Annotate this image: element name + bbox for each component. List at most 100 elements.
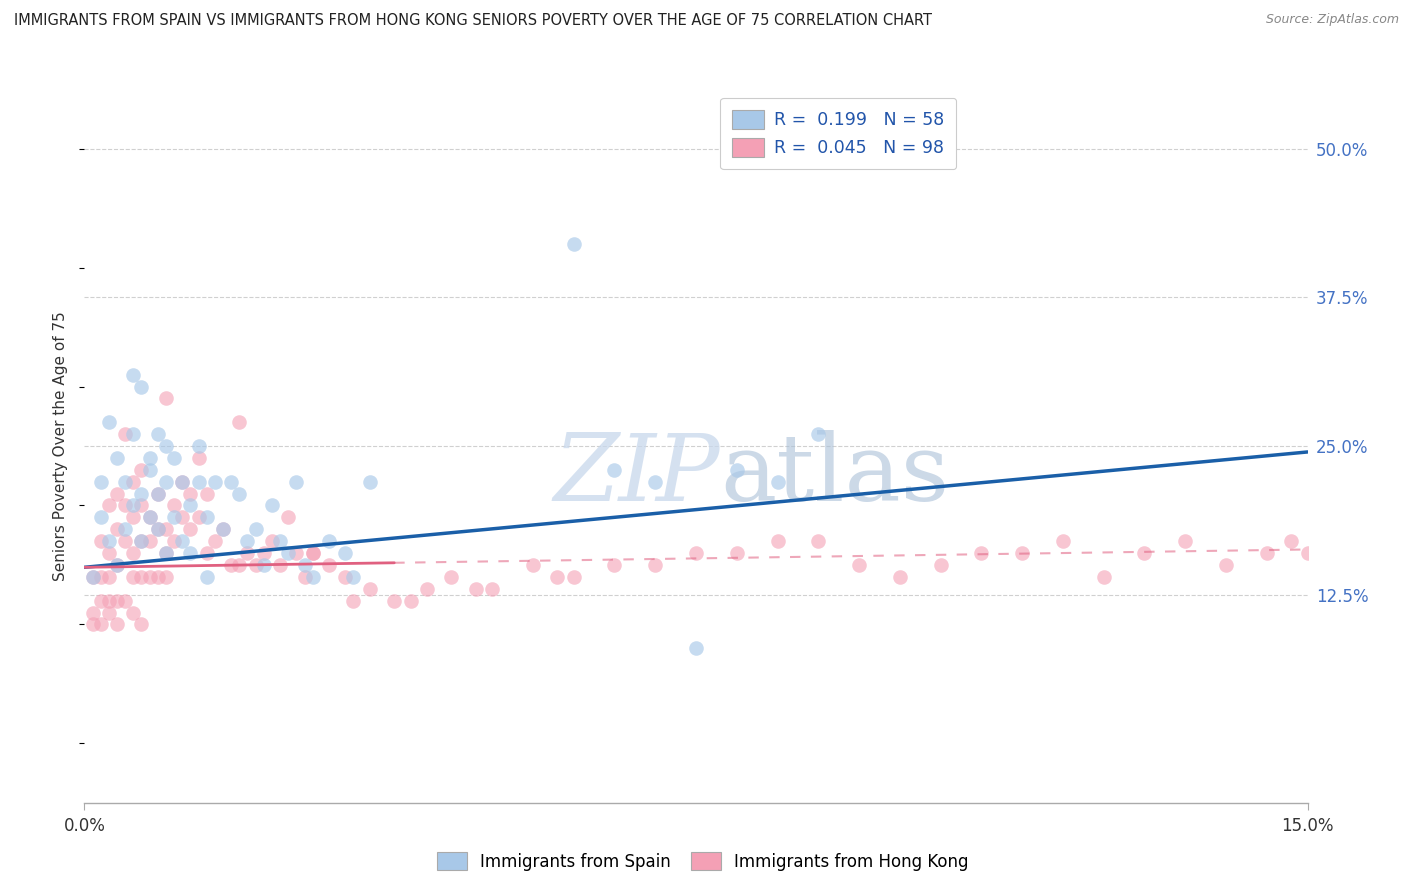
Point (212, 522, 235, 536)
Point (187, 475, 209, 489)
Point (204, 475, 226, 489)
Point (138, 510, 160, 524)
Point (285, 475, 308, 489)
Point (105, 486, 128, 500)
Point (131, 463, 153, 477)
Point (522, 558, 544, 572)
Point (464, 582, 486, 596)
Point (122, 606, 145, 620)
Point (131, 534, 153, 549)
Point (342, 570, 364, 584)
Point (359, 475, 381, 489)
Point (131, 486, 153, 500)
Point (122, 427, 145, 442)
Point (138, 570, 160, 584)
Point (179, 546, 201, 560)
Point (187, 450, 209, 465)
Point (90, 534, 112, 549)
Point (179, 499, 201, 513)
Point (97, 534, 120, 549)
Point (204, 534, 226, 549)
Point (114, 427, 136, 442)
Point (122, 546, 145, 560)
Point (131, 570, 153, 584)
Point (685, 641, 707, 656)
Point (90, 617, 112, 632)
Text: Source: ZipAtlas.com: Source: ZipAtlas.com (1265, 13, 1399, 27)
Point (122, 570, 145, 584)
Point (155, 570, 177, 584)
Point (212, 522, 235, 536)
Point (122, 510, 145, 524)
Point (105, 617, 128, 632)
Point (155, 475, 177, 489)
Text: atlas: atlas (720, 430, 949, 519)
Point (82, 617, 104, 632)
Point (766, 475, 789, 489)
Point (114, 522, 136, 536)
Point (245, 558, 267, 572)
Point (1174, 534, 1197, 549)
Point (301, 546, 323, 560)
Point (277, 546, 299, 560)
Point (97, 593, 120, 607)
Point (155, 546, 177, 560)
Point (253, 558, 276, 572)
Point (172, 475, 194, 489)
Point (245, 522, 267, 536)
Point (277, 510, 299, 524)
Point (97, 415, 120, 429)
Point (359, 582, 381, 596)
Point (172, 510, 194, 524)
Point (1256, 546, 1278, 560)
Point (195, 570, 218, 584)
Point (114, 593, 136, 607)
Point (82, 606, 104, 620)
Point (1092, 570, 1115, 584)
Point (546, 570, 568, 584)
Point (440, 570, 463, 584)
Point (807, 427, 830, 442)
Point (138, 450, 160, 465)
Point (481, 582, 503, 596)
Point (318, 534, 340, 549)
Point (155, 522, 177, 536)
Point (294, 570, 316, 584)
Point (146, 570, 169, 584)
Point (644, 558, 666, 572)
Point (138, 463, 160, 477)
Point (146, 522, 169, 536)
Point (285, 546, 308, 560)
Point (562, 570, 585, 584)
Point (236, 546, 259, 560)
Point (301, 570, 323, 584)
Point (97, 570, 120, 584)
Point (260, 499, 283, 513)
Point (122, 475, 145, 489)
Point (335, 570, 357, 584)
Point (195, 486, 218, 500)
Point (318, 558, 340, 572)
Point (172, 475, 194, 489)
Legend: Immigrants from Spain, Immigrants from Hong Kong: Immigrants from Spain, Immigrants from H… (429, 844, 977, 880)
Point (163, 510, 186, 524)
Point (155, 546, 177, 560)
Point (146, 427, 169, 442)
Point (603, 558, 626, 572)
Point (187, 510, 209, 524)
Point (562, 236, 585, 251)
Point (146, 486, 169, 500)
Point (105, 593, 128, 607)
Point (155, 392, 177, 406)
Point (122, 368, 145, 382)
Point (848, 558, 870, 572)
Point (179, 486, 201, 500)
Point (219, 558, 242, 572)
Point (603, 463, 626, 477)
Point (90, 475, 112, 489)
Point (131, 379, 153, 393)
Point (146, 486, 169, 500)
Point (114, 534, 136, 549)
Point (163, 534, 186, 549)
Point (889, 570, 911, 584)
